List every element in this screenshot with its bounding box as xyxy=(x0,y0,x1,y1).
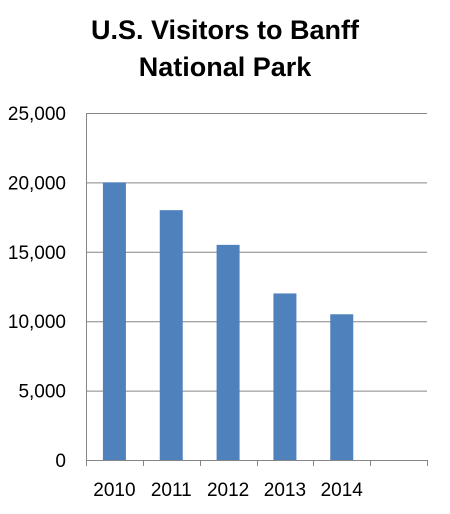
x-tick-label: 2013 xyxy=(264,480,306,501)
bar-2011 xyxy=(159,210,183,460)
bar-2012 xyxy=(216,244,240,460)
chart-title: U.S. Visitors to Banff National Park xyxy=(0,12,450,86)
chart-title-line-1: U.S. Visitors to Banff xyxy=(90,15,360,45)
x-tick-label: 2010 xyxy=(93,480,135,501)
y-tick-label: 15,000 xyxy=(8,243,66,264)
x-tick-label: 2014 xyxy=(321,480,364,501)
x-tick-label: 2012 xyxy=(207,480,249,501)
y-tick-label: 20,000 xyxy=(8,173,66,194)
y-tick-label: 5,000 xyxy=(18,382,66,403)
bar-2010 xyxy=(102,182,126,460)
bar-2014 xyxy=(330,314,354,460)
y-tick-label: 0 xyxy=(55,451,66,472)
chart-title-line-2: National Park xyxy=(138,52,312,82)
y-tick-label: 10,000 xyxy=(8,312,66,333)
y-tick-label: 25,000 xyxy=(8,104,66,125)
bar-2013 xyxy=(273,293,297,460)
x-tick-label: 2011 xyxy=(151,480,192,501)
